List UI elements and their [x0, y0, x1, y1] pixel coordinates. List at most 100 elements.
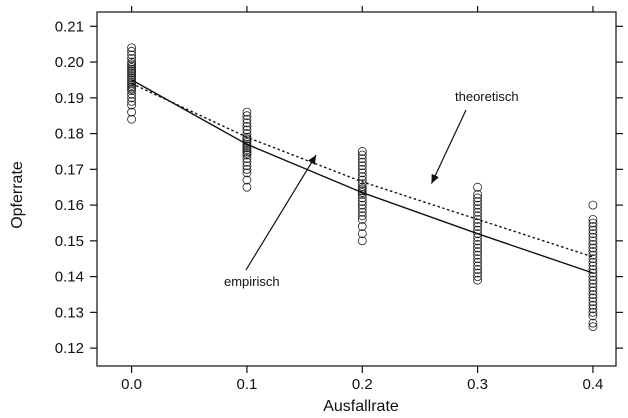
- data-point: [242, 154, 252, 164]
- data-point: [242, 114, 252, 124]
- data-point: [588, 300, 598, 310]
- data-point: [588, 275, 598, 285]
- x-tick-label: 0.3: [467, 376, 488, 393]
- data-point: [242, 182, 252, 192]
- data-point: [473, 222, 483, 231]
- data-point: [242, 157, 252, 167]
- y-tick-label: 0.15: [55, 233, 84, 250]
- data-point: [588, 290, 598, 299]
- data-point: [357, 154, 367, 164]
- y-tick-label: 0.13: [55, 304, 84, 321]
- data-point: [588, 304, 598, 314]
- data-point: [473, 272, 483, 282]
- data-point: [357, 200, 367, 210]
- data-point: [588, 222, 598, 231]
- data-point: [242, 132, 252, 142]
- data-point: [357, 222, 367, 231]
- data-point: [588, 243, 598, 253]
- data-point: [242, 161, 252, 171]
- data-point: [588, 282, 598, 292]
- data-point: [242, 168, 252, 178]
- x-tick-label: 0.0: [121, 376, 142, 393]
- y-tick-label: 0.20: [55, 54, 84, 71]
- plot-frame: [96, 11, 617, 367]
- x-tick-label: 0.2: [352, 376, 373, 393]
- data-point: [588, 261, 598, 271]
- data-point: [357, 236, 367, 246]
- plot-frame-layer: [96, 11, 617, 367]
- data-point: [588, 232, 598, 242]
- annotation-label: theoretisch: [455, 89, 519, 104]
- data-point: [588, 214, 598, 224]
- y-tick-label: 0.12: [55, 340, 84, 357]
- y-tick-label: 0.16: [55, 197, 84, 214]
- data-point: [473, 204, 483, 214]
- y-tick-label: 0.19: [55, 90, 84, 107]
- data-point: [127, 100, 137, 110]
- data-point: [127, 89, 137, 99]
- data-point: [242, 122, 252, 131]
- data-point: [357, 193, 367, 203]
- data-point: [588, 236, 598, 246]
- y-axis-title: Opferrate: [9, 161, 26, 229]
- scatter-points-layer: [127, 43, 598, 332]
- data-point: [473, 200, 483, 210]
- data-point: [588, 322, 598, 332]
- data-point: [357, 147, 367, 156]
- data-point: [588, 293, 598, 303]
- data-point: [127, 93, 137, 103]
- lines-layer: [131, 79, 594, 274]
- data-point: [588, 265, 598, 274]
- data-point: [127, 96, 137, 106]
- data-point: [473, 182, 483, 192]
- data-point: [473, 275, 483, 285]
- data-point: [588, 268, 598, 278]
- data-point: [127, 43, 137, 53]
- y-tick-label: 0.21: [55, 18, 84, 35]
- data-point: [357, 168, 367, 178]
- data-point: [357, 204, 367, 214]
- data-point: [473, 197, 483, 206]
- data-point: [127, 114, 137, 124]
- data-point: [473, 229, 483, 239]
- data-point: [127, 54, 137, 63]
- annotation-arrow: [245, 154, 317, 271]
- y-tick-label: 0.14: [55, 269, 84, 286]
- data-point: [588, 318, 598, 328]
- data-point: [473, 189, 483, 199]
- data-point: [588, 307, 598, 317]
- dotted-series-line: [131, 82, 594, 258]
- data-point: [588, 200, 598, 210]
- data-point: [473, 250, 483, 260]
- data-point: [473, 243, 483, 253]
- data-point: [588, 250, 598, 260]
- data-point: [473, 207, 483, 217]
- data-point: [473, 214, 483, 224]
- data-point: [357, 157, 367, 167]
- data-point: [588, 240, 598, 249]
- data-point: [357, 150, 367, 160]
- data-point: [588, 254, 598, 264]
- data-point: [357, 172, 367, 181]
- data-point: [127, 107, 137, 117]
- data-point: [242, 164, 252, 174]
- data-point: [473, 254, 483, 264]
- data-point: [473, 261, 483, 271]
- data-point: [127, 57, 137, 67]
- data-point: [127, 46, 137, 56]
- annotation-arrow: [430, 109, 467, 184]
- data-point: [242, 111, 252, 121]
- data-point: [588, 297, 598, 307]
- data-point: [242, 175, 252, 185]
- data-point: [357, 161, 367, 171]
- data-point: [588, 247, 598, 256]
- data-point: [242, 107, 252, 117]
- data-point: [357, 229, 367, 239]
- y-tick-label: 0.17: [55, 161, 84, 178]
- data-point: [588, 279, 598, 289]
- data-point: [473, 193, 483, 203]
- data-point: [473, 268, 483, 278]
- data-point: [357, 207, 367, 217]
- annotation-label: empirisch: [224, 274, 280, 289]
